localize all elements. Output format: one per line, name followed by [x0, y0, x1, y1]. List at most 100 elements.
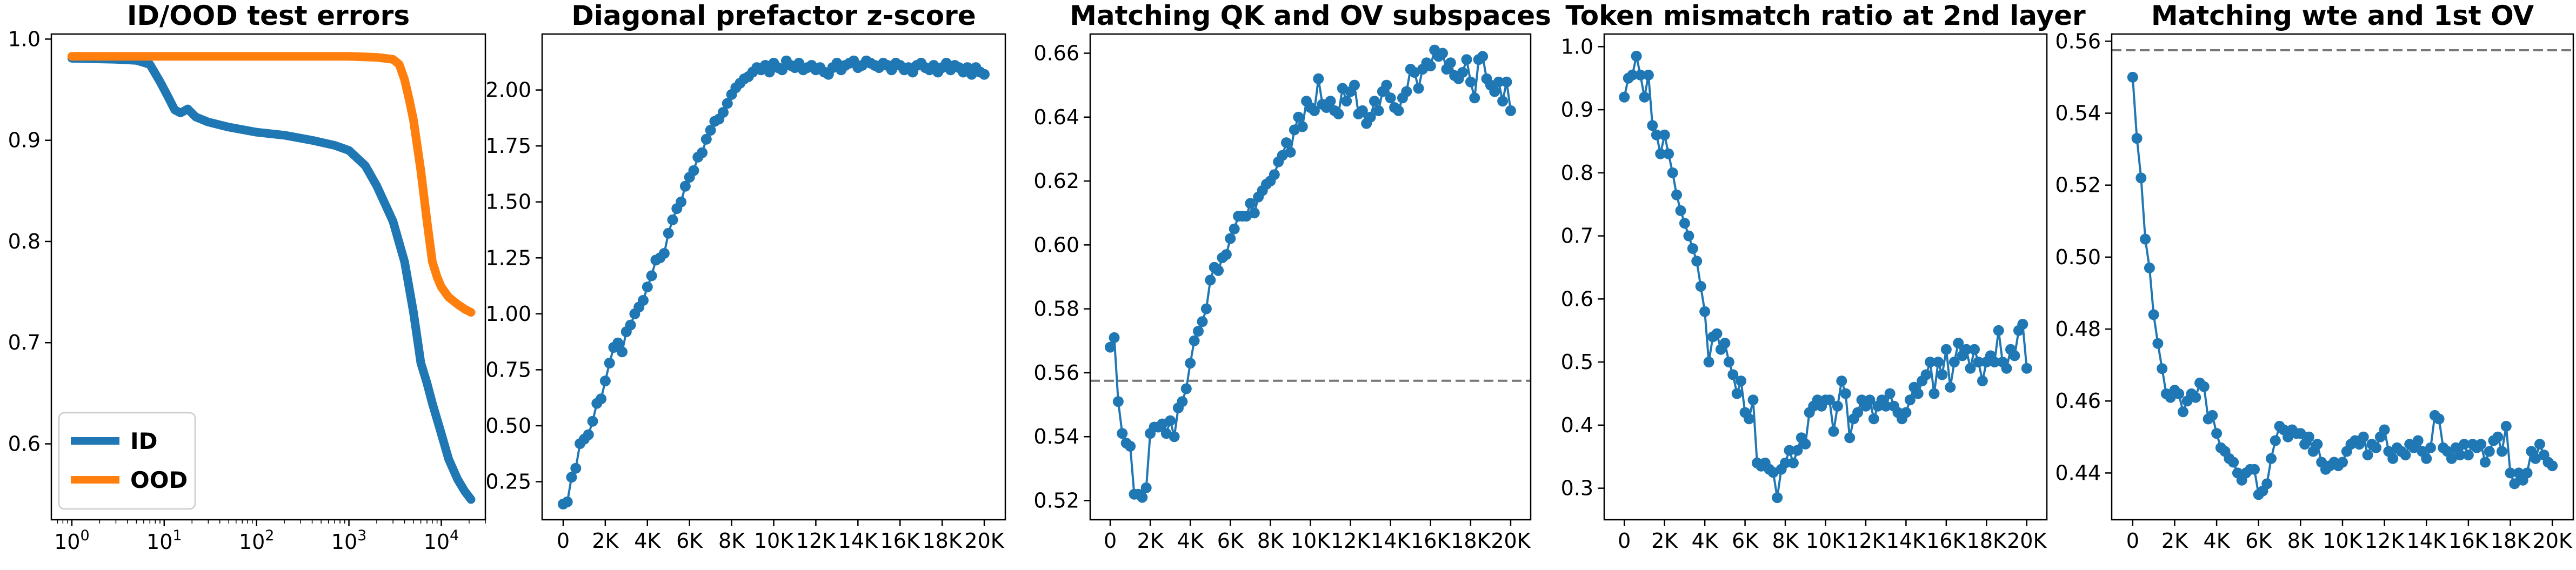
x-tick-label: 10K: [2323, 529, 2363, 553]
data-point: [1165, 415, 1176, 426]
data-point: [2505, 467, 2516, 479]
plot-area: [67, 52, 476, 504]
x-tick-label: 101: [146, 527, 182, 554]
x-tick-label: 4K: [634, 529, 661, 553]
chart-panel-1: Diagonal prefactor z-score 0 2K 4K 6K 8K 10K 12…: [485, 0, 1006, 553]
data-point: [2190, 392, 2201, 403]
data-point: [1643, 69, 1654, 81]
y-tick-label: 0.52: [1033, 489, 1079, 513]
data-point: [2534, 439, 2545, 450]
data-point: [2249, 464, 2260, 475]
x-tick-label: 2K: [1651, 529, 1678, 553]
data-point: [1695, 281, 1706, 292]
data-point: [1333, 108, 1344, 119]
data-point: [642, 281, 653, 293]
data-point: [979, 69, 990, 80]
data-point: [1185, 358, 1196, 369]
data-point: [718, 107, 729, 118]
data-point: [1925, 357, 1936, 368]
data-point: [1393, 105, 1404, 116]
data-point: [2303, 431, 2314, 442]
data-point: [1840, 388, 1851, 399]
data-point: [1469, 92, 1480, 104]
data-point: [1627, 69, 1638, 81]
data-point: [1269, 169, 1280, 180]
data-point: [1772, 492, 1783, 504]
data-point: [1413, 83, 1424, 94]
data-point: [2178, 406, 2188, 418]
plot-area: [558, 55, 990, 509]
data-point: [1180, 383, 1192, 394]
data-point: [1651, 129, 1662, 140]
data-point: [1736, 375, 1747, 387]
y-tick-label: 1.0: [1561, 35, 1593, 58]
x-tick-label: 6K: [1217, 529, 1244, 553]
x-tick-label: 103: [331, 527, 367, 554]
data-point: [1109, 332, 1120, 343]
data-point: [2462, 450, 2474, 461]
x-tick-label: 18K: [2491, 529, 2531, 553]
data-point: [1683, 230, 1694, 242]
data-point: [1635, 69, 1646, 81]
x-tick-label: 16K: [1411, 529, 1451, 553]
data-point: [722, 98, 733, 109]
data-point: [1205, 274, 1216, 286]
data-point: [2270, 435, 2281, 446]
data-point: [1880, 400, 1892, 412]
y-tick-label: 0.6: [1561, 287, 1593, 311]
data-point: [700, 133, 712, 145]
y-tick-label: 0.66: [1033, 41, 1079, 65]
data-point: [2425, 442, 2436, 453]
data-point: [2207, 410, 2218, 421]
plot-area: [1090, 44, 1531, 503]
x-tick-base: 10: [331, 530, 357, 554]
x-tick-label: 16K: [880, 529, 920, 553]
x-tick-label: 0: [557, 529, 570, 553]
x-tick-exponent: 0: [80, 527, 89, 544]
data-point: [1341, 96, 1352, 107]
x-tick-base: 10: [239, 530, 265, 554]
data-point: [2530, 453, 2541, 464]
data-point: [688, 165, 699, 176]
x-tick-label: 100: [54, 527, 90, 554]
y-tick-label: 0.7: [8, 331, 41, 354]
data-point: [2157, 363, 2168, 374]
y-tick-label: 0.4: [1561, 413, 1593, 437]
y-tick-label: 0.60: [1033, 233, 1079, 257]
legend-label-ood: OOD: [130, 467, 188, 493]
data-point: [2421, 453, 2432, 464]
data-point: [1373, 105, 1384, 116]
data-point: [1293, 111, 1304, 123]
data-point: [1747, 394, 1759, 406]
data-point: [676, 196, 687, 207]
data-point: [2131, 133, 2143, 144]
data-point: [1281, 137, 1292, 149]
x-tick-label: 16K: [1926, 529, 1966, 553]
x-tick-base: 10: [54, 530, 80, 554]
x-tick-label: 2K: [1137, 529, 1164, 553]
data-point: [1940, 344, 1952, 355]
chart-title: Matching wte and 1st OV: [2151, 0, 2534, 31]
series-line-id: [67, 53, 476, 504]
data-point: [1723, 357, 1734, 368]
y-tick-label: 0.75: [485, 358, 531, 381]
data-point: [2387, 453, 2399, 464]
data-point: [2140, 233, 2151, 245]
data-point: [2547, 460, 2558, 472]
x-tick-label: 14K: [1371, 529, 1411, 553]
data-point: [1703, 357, 1714, 368]
data-point: [1667, 167, 1678, 178]
y-tick-label: 0.48: [2055, 317, 2101, 341]
x-tick-label: 20K: [1491, 529, 1531, 553]
data-point: [1977, 375, 1988, 387]
x-tick-label: 2K: [2161, 529, 2188, 553]
data-point: [2337, 457, 2348, 468]
data-point: [1659, 129, 1670, 140]
data-point: [1784, 445, 1795, 456]
y-tick-label: 0.58: [1033, 297, 1079, 321]
data-point: [1189, 335, 1200, 346]
x-tick-label: 104: [424, 527, 459, 554]
data-point: [1501, 76, 1512, 88]
data-point: [1125, 441, 1136, 452]
